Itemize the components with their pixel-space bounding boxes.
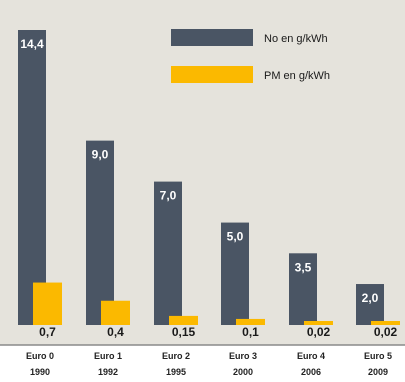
bar-pm-1 (33, 282, 62, 325)
category-label-name: Euro 4 (297, 351, 325, 361)
bar-no-3 (154, 181, 182, 325)
pm-value-label: 0,02 (374, 325, 398, 339)
category-label-year: 1990 (30, 367, 50, 377)
no-value-label: 7,0 (160, 189, 177, 203)
bar-no-2 (86, 140, 114, 325)
bar-no-4 (221, 222, 249, 325)
bar-no-6 (356, 284, 384, 325)
category-label-name: Euro 3 (229, 351, 257, 361)
no-value-label: 14,4 (20, 37, 44, 51)
category-band (0, 345, 405, 382)
category-label-name: Euro 5 (364, 351, 392, 361)
bar-pm-2 (101, 300, 130, 325)
bar-pm-4 (236, 318, 265, 325)
plot-background (0, 0, 405, 345)
pm-value-label: 0,02 (307, 325, 331, 339)
bar-pm-5 (304, 321, 333, 325)
bar-pm-6 (371, 321, 400, 325)
pm-value-label: 0,4 (107, 325, 124, 339)
pm-value-label: 0,7 (39, 325, 56, 339)
pm-value-label: 0,15 (172, 325, 196, 339)
category-label-year: 1995 (166, 367, 186, 377)
no-value-label: 5,0 (227, 230, 244, 244)
category-label-name: Euro 0 (26, 351, 54, 361)
category-label-year: 2000 (233, 367, 253, 377)
category-labels-group: Euro 0 1990 Euro 1 1992 Euro 2 1995 Euro 3 2000… (26, 351, 392, 377)
category-label-name: Euro 1 (94, 351, 122, 361)
no-value-label: 9,0 (92, 148, 109, 162)
bar-no-5 (289, 253, 317, 325)
category-label-year: 2009 (368, 367, 388, 377)
bar-no-1 (18, 30, 46, 325)
legend-label-no: No en g/kWh (264, 33, 328, 45)
category-label-name: Euro 2 (162, 351, 190, 361)
legend-swatch-pm (171, 66, 253, 83)
legend-label-pm: PM en g/kWh (264, 70, 330, 82)
no-value-label: 2,0 (362, 291, 379, 305)
no-value-label: 3,5 (295, 260, 312, 274)
category-label-year: 2006 (301, 367, 321, 377)
value-labels-group: 14,4 0,7 9,0 0,4 7,0 0,15 5,0 0,1 3,5 0,02 2,0 0,02 (20, 37, 397, 339)
bars-group (18, 30, 400, 325)
legend-swatch-no (171, 29, 253, 46)
pm-value-label: 0,1 (242, 325, 259, 339)
category-label-year: 1992 (98, 367, 118, 377)
bar-pm-3 (169, 315, 198, 325)
legend: No en g/kWh PM en g/kWh (171, 29, 330, 83)
